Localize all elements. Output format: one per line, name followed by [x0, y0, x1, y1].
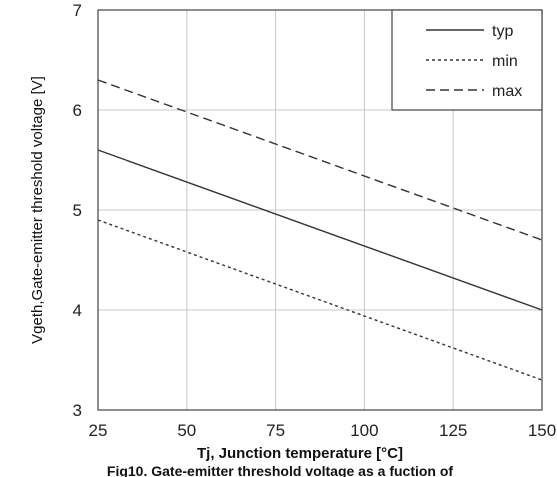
series-line-min	[97, 219, 543, 381]
legend-box	[391, 9, 543, 111]
series-line-max	[97, 79, 543, 241]
y-tick-label: 3	[73, 401, 82, 420]
x-axis-title: Tj, Junction temperature [°C]	[197, 445, 403, 462]
y-tick-label: 4	[73, 301, 82, 320]
legend-label-max: max	[492, 83, 522, 100]
figure-caption: Fig10. Gate-emitter threshold voltage as…	[107, 463, 454, 477]
x-tick-label: 75	[266, 421, 285, 440]
y-tick-label: 6	[73, 101, 82, 120]
series-line-typ	[97, 149, 543, 311]
legend: typ min max	[391, 9, 543, 111]
legend-items: typ min max	[426, 23, 522, 100]
y-axis-title: Vgeth,Gate-emitter threshold voltage [V]	[29, 76, 46, 344]
x-tick-label: 125	[439, 421, 467, 440]
legend-label-min: min	[492, 53, 518, 70]
y-tick-label: 7	[73, 1, 82, 20]
tick-labels: 25 50 75 100 125 150 3 4 5 6 7	[73, 1, 557, 440]
y-tick-label: 5	[73, 201, 82, 220]
x-tick-label: 100	[350, 421, 378, 440]
plot-frame	[97, 9, 543, 411]
x-tick-label: 25	[89, 421, 108, 440]
series-lines	[97, 79, 543, 381]
legend-label-typ: typ	[492, 23, 513, 40]
x-tick-label: 150	[528, 421, 556, 440]
x-tick-label: 50	[177, 421, 196, 440]
